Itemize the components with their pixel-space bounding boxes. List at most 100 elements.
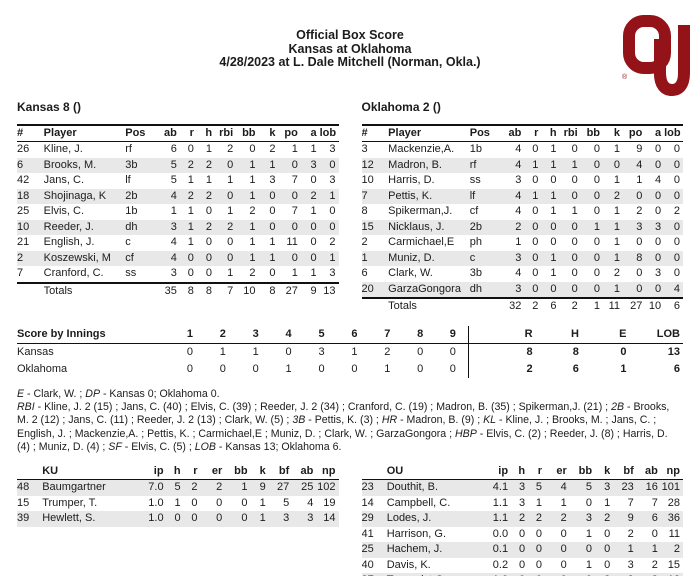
- table-cell: 0: [205, 267, 213, 279]
- table-cell: 6: [550, 300, 557, 312]
- table-cell: 0: [645, 281, 665, 298]
- table-cell: 15: [361, 219, 389, 235]
- table-cell: 0: [673, 236, 680, 248]
- table-cell: 3: [361, 143, 368, 155]
- table-cell: 0: [511, 573, 529, 576]
- table-cell: 0: [569, 542, 596, 558]
- column-header: r: [537, 464, 543, 477]
- table-cell: cf: [469, 205, 479, 217]
- table-cell: 19: [323, 496, 336, 509]
- table-cell: rf: [125, 143, 132, 155]
- table-cell: 0: [319, 157, 339, 173]
- table-cell: 0: [183, 511, 201, 527]
- table-cell: English, J.: [43, 236, 95, 248]
- table-cell: 3: [499, 250, 525, 266]
- table-cell: Totals: [43, 284, 73, 297]
- table-cell: 0: [535, 527, 543, 540]
- table-cell: 7: [627, 496, 634, 509]
- table-cell: 0: [571, 236, 578, 248]
- table-cell: 0: [541, 281, 560, 298]
- table-cell: 3: [511, 479, 529, 496]
- table-cell: 0: [673, 267, 680, 279]
- ku-pitching-header: KU ip h r er bb k bf ab np: [17, 464, 339, 480]
- table-row: 10 Reeder, J. dh 3 1 2 2 1 0 0 0 0: [17, 219, 339, 235]
- table-cell: 4: [170, 236, 177, 248]
- table-cell: 0: [219, 363, 226, 375]
- table-cell: 0: [532, 174, 539, 186]
- table-cell: rf: [469, 157, 500, 173]
- column-header: r: [534, 126, 539, 139]
- ou-logo: ®: [620, 13, 694, 97]
- kansas-batting-section: Kansas 8 () # Player Pos ab r h rbi bb k…: [17, 100, 339, 315]
- table-cell: 0: [636, 236, 643, 248]
- table-cell: 0: [593, 174, 601, 186]
- column-header: 5: [318, 328, 325, 340]
- table-cell: 1: [361, 250, 389, 266]
- table-cell: 2: [511, 511, 529, 527]
- table-cell: 1: [219, 346, 226, 358]
- table-cell: 0: [186, 363, 193, 375]
- table-cell: 16: [636, 479, 661, 496]
- table-cell: 3: [300, 157, 320, 173]
- column-header: [17, 464, 42, 480]
- table-cell: 7: [361, 188, 389, 204]
- table-cell: [125, 283, 155, 300]
- table-cell: 25: [292, 479, 317, 496]
- column-header: h: [518, 464, 526, 477]
- table-cell: 11: [286, 236, 298, 248]
- table-cell: 0: [535, 558, 543, 571]
- innings-label: Score by Innings: [17, 328, 106, 340]
- table-cell: 37: [361, 573, 387, 576]
- table-cell: 1.1: [478, 511, 512, 527]
- column-header: 7: [384, 328, 391, 340]
- table-cell: 2b: [469, 219, 500, 235]
- table-cell: 0: [426, 360, 469, 378]
- table-cell: 4: [154, 188, 180, 204]
- column-header: Pos: [125, 126, 146, 139]
- table-cell: 1: [636, 542, 661, 558]
- table-cell: 14: [316, 511, 339, 527]
- table-cell: 0: [300, 219, 320, 235]
- table-row: 41 Harrison, G. 0.0 0 0 0 1 0 2 0 11: [362, 527, 684, 543]
- table-cell: 0: [351, 363, 358, 375]
- column-header: k: [613, 126, 620, 139]
- table-cell: Shojinaga, K: [43, 188, 126, 204]
- table-row: 40 Davis, K. 0.2 0 0 0 1 0 3 2 15: [362, 558, 684, 574]
- table-cell: 1: [269, 236, 276, 248]
- table-cell: 1: [170, 205, 177, 217]
- table-cell: Madron, B.: [388, 157, 470, 173]
- table-cell: 5: [569, 479, 596, 496]
- table-cell: 0: [319, 219, 339, 235]
- table-cell: 1: [585, 527, 593, 540]
- table-cell: 27: [285, 284, 298, 297]
- table-cell: 101: [660, 479, 683, 496]
- table-cell: 6: [572, 363, 579, 375]
- column-header: po: [284, 126, 298, 139]
- table-cell: Reeder, J.: [43, 219, 126, 235]
- table-cell: 4: [515, 205, 522, 217]
- column-header: bf: [623, 464, 634, 477]
- table-cell: 2: [673, 205, 680, 217]
- column-header: rbi: [563, 126, 578, 139]
- table-cell: 32: [509, 300, 522, 312]
- table-cell: 4: [664, 281, 683, 298]
- table-cell: 3: [170, 267, 177, 279]
- column-header: 6: [351, 328, 358, 340]
- table-cell: 0: [528, 542, 546, 558]
- table-cell: Spikerman,J.: [388, 205, 453, 217]
- table-cell: 2: [227, 143, 234, 155]
- table-cell: 1: [515, 236, 522, 248]
- table-cell: 0: [278, 157, 301, 173]
- table-cell: 1: [249, 236, 256, 248]
- column-header: E: [619, 328, 627, 340]
- table-cell: 2: [613, 267, 620, 279]
- stat-abbrev: 3B: [292, 414, 306, 427]
- table-cell: 40: [361, 558, 374, 571]
- table-cell: 0: [249, 143, 256, 155]
- table-cell: 6: [17, 157, 44, 173]
- table-cell: 0: [318, 363, 325, 375]
- table-cell: 2: [200, 479, 226, 496]
- table-cell: Pettis, K.: [388, 188, 470, 204]
- table-cell: 0: [417, 346, 424, 358]
- table-cell: 0: [585, 496, 593, 509]
